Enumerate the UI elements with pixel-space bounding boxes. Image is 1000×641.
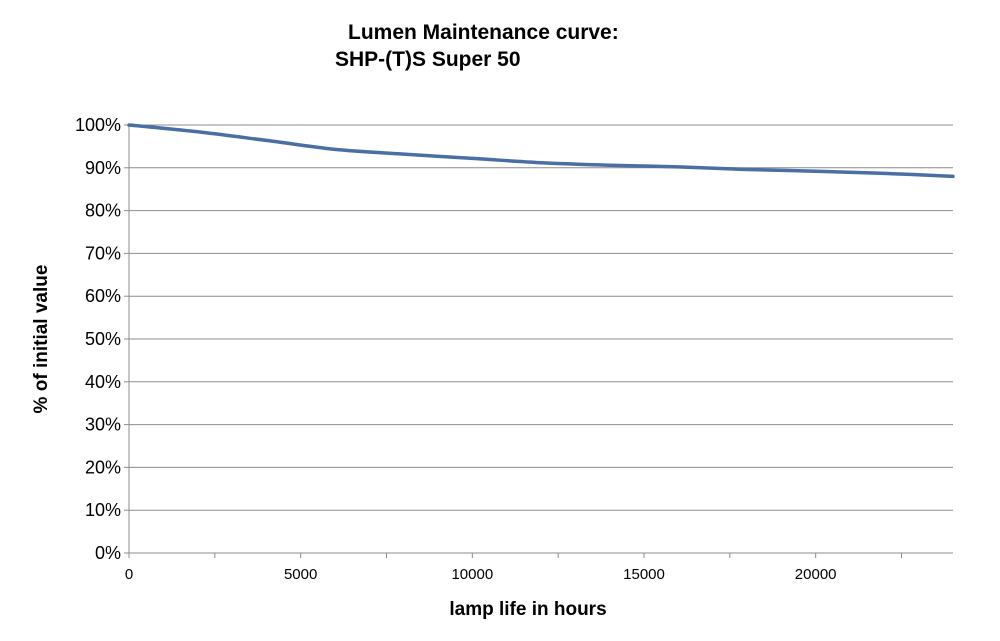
y-tick-label: 0% — [95, 543, 121, 563]
x-tick-label: 15000 — [623, 566, 665, 583]
series-group — [127, 123, 955, 179]
y-tick-label: 80% — [85, 201, 121, 221]
axes — [124, 124, 953, 558]
y-tick-label: 50% — [85, 329, 121, 349]
chart-title-line1: Lumen Maintenance curve: — [348, 21, 619, 44]
y-tick-label: 10% — [85, 500, 121, 520]
x-tick-label: 10000 — [451, 566, 493, 583]
y-tick-label: 70% — [85, 243, 121, 263]
x-axis-label: lamp life in hours — [449, 599, 606, 620]
y-axis-label: % of initial value — [31, 265, 52, 414]
x-tick-label: 0 — [125, 566, 133, 583]
y-tick-label: 40% — [85, 372, 121, 392]
y-tick-label: 60% — [85, 286, 121, 306]
y-tick-label: 90% — [85, 158, 121, 178]
y-tick-label: 30% — [85, 415, 121, 435]
y-tick-label: 100% — [75, 115, 121, 135]
series-line-0 — [127, 123, 955, 179]
y-tick-labels: 0% 10% 20% 30% 40% 50% 60% 70% 80% 90% 100% — [75, 115, 121, 563]
chart-title-line2: SHP-(T)S Super 50 — [335, 48, 521, 71]
x-tick-label: 5000 — [284, 566, 317, 583]
x-tick-labels: 0 5000 10000 15000 20000 — [125, 566, 837, 583]
y-tick-label: 20% — [85, 457, 121, 477]
grid-lines — [129, 124, 953, 511]
x-tick-label: 20000 — [795, 566, 837, 583]
